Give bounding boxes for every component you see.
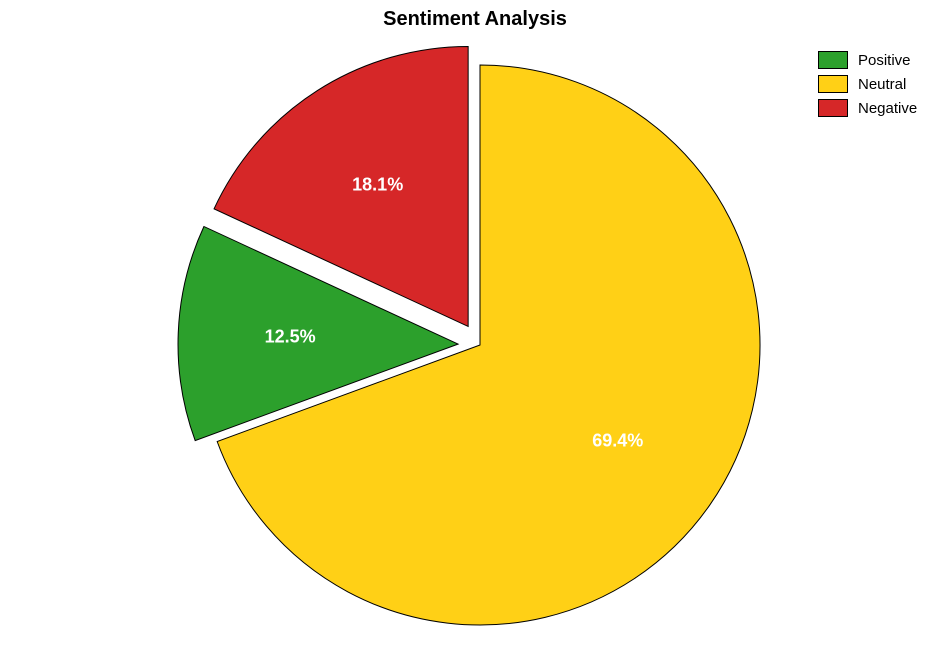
legend-item-positive: Positive (818, 48, 917, 72)
slice-label-neutral: 69.4% (592, 431, 643, 452)
legend-label-positive: Positive (858, 52, 911, 69)
legend-swatch-positive (818, 51, 848, 69)
pie-chart (0, 0, 950, 662)
legend-swatch-neutral (818, 75, 848, 93)
legend-label-negative: Negative (858, 100, 917, 117)
chart-container: Sentiment Analysis 69.4%12.5%18.1% Posit… (0, 0, 950, 662)
legend-item-neutral: Neutral (818, 72, 917, 96)
legend: Positive Neutral Negative (818, 48, 917, 120)
legend-item-negative: Negative (818, 96, 917, 120)
slice-label-positive: 12.5% (265, 327, 316, 348)
legend-label-neutral: Neutral (858, 76, 906, 93)
slice-label-negative: 18.1% (352, 174, 403, 195)
legend-swatch-negative (818, 99, 848, 117)
